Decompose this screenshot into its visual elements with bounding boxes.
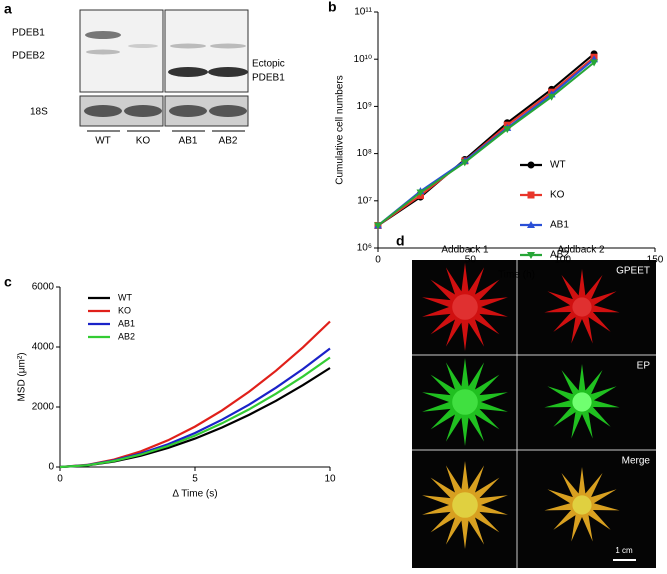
lane-label: AB1: [179, 136, 198, 147]
series-line: [59, 320, 331, 469]
image-dividers: [412, 260, 656, 568]
lane-label: KO: [136, 136, 151, 147]
colony-center: [572, 495, 592, 515]
marker: [547, 93, 556, 101]
marker: [374, 222, 382, 230]
blot: [164, 9, 249, 93]
x-axis-label: Δ Time (s): [172, 489, 217, 500]
legend-label: WT: [550, 160, 566, 171]
marker: [527, 191, 535, 199]
legend-label: KO: [550, 190, 565, 201]
row-label: Merge: [622, 456, 651, 467]
series-line: [59, 367, 331, 469]
bands: [84, 31, 248, 117]
x-tick-label: 5: [192, 474, 198, 485]
panel-letter: d: [396, 233, 405, 249]
band-label: PDEB1: [252, 73, 285, 84]
y-tick-label: 10⁹: [357, 101, 372, 112]
marker: [460, 159, 469, 167]
y-axis-label: Cumulative cell numbers: [335, 75, 346, 185]
y-tick-label: 10¹¹: [354, 7, 372, 18]
series-line: [59, 356, 331, 469]
legend-label: AB1: [118, 318, 135, 328]
legend-label: AB2: [550, 250, 569, 261]
colonies: [422, 263, 620, 549]
band-label: 18S: [30, 107, 48, 118]
x-tick-label: 0: [57, 474, 63, 485]
colony-center: [572, 297, 592, 317]
x-tick-label: 50: [465, 255, 477, 266]
series-line: [377, 61, 595, 227]
y-tick-label: 0: [48, 462, 54, 473]
y-axis-label: MSD (μm²): [17, 352, 28, 401]
marker: [416, 189, 425, 197]
panel-letter: a: [4, 1, 12, 17]
column-label: Addback 2: [557, 245, 605, 256]
colony-center: [572, 392, 592, 412]
band-label: PDEB1: [12, 28, 45, 39]
y-tick-label: 6000: [32, 282, 55, 293]
marker: [527, 221, 535, 228]
series-line: [377, 53, 595, 227]
x-tick-label: 100: [554, 255, 571, 266]
band-label: Ectopic: [252, 59, 285, 70]
y-tick-label: 4000: [32, 342, 55, 353]
scale-label: 1 cm: [615, 546, 633, 555]
row-label: EP: [637, 361, 651, 372]
marker: [590, 59, 599, 67]
marker: [503, 126, 512, 134]
lane-label: WT: [95, 136, 111, 147]
panel-letter: b: [328, 0, 337, 15]
legend-label: KO: [118, 305, 131, 315]
marker: [527, 252, 535, 259]
band-label: PDEB2: [12, 51, 45, 62]
x-tick-label: 150: [647, 255, 664, 266]
panel-letter: c: [4, 274, 12, 290]
lane-label: AB2: [219, 136, 238, 147]
legend-label: AB1: [550, 220, 569, 231]
legend-label: WT: [118, 292, 132, 302]
x-axis-label: Time (h): [498, 270, 535, 281]
y-tick-label: 10⁷: [357, 195, 372, 206]
marker: [527, 161, 535, 169]
colony-center: [452, 492, 478, 518]
y-tick-label: 10¹⁰: [354, 54, 372, 65]
series-line: [59, 347, 331, 469]
column-label: Addback 1: [441, 245, 489, 256]
y-tick-label: 10⁸: [357, 148, 372, 159]
row-label: GPEET: [616, 266, 650, 277]
y-tick-label: 10⁶: [357, 243, 372, 254]
x-tick-label: 0: [375, 255, 381, 266]
colony-center: [452, 389, 478, 415]
series-line: [377, 56, 595, 227]
legend-label: AB2: [118, 331, 135, 341]
x-tick-label: 10: [324, 474, 336, 485]
colony-center: [452, 294, 478, 320]
y-tick-label: 2000: [32, 402, 55, 413]
